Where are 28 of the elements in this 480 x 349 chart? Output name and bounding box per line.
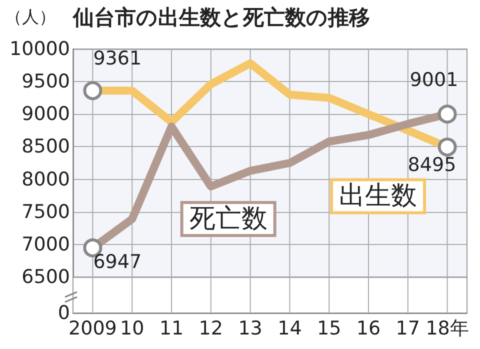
- x-tick-label: 14: [278, 318, 302, 340]
- y-tick-label: 7000: [22, 233, 70, 256]
- y-tick-label: 10000: [10, 38, 70, 60]
- y-tick-label: 8500: [22, 136, 70, 158]
- x-tick-label: 18年: [426, 318, 469, 340]
- data-label: 9361: [93, 48, 142, 70]
- x-tick-label: 10: [120, 318, 144, 340]
- data-label: 8495: [408, 154, 456, 176]
- y-axis-title: （人）: [5, 8, 56, 28]
- x-tick-label: 17: [396, 318, 420, 340]
- y-tick-label: 6500: [22, 266, 70, 288]
- data-label: 6947: [93, 250, 142, 273]
- x-tick-label: 13: [238, 318, 262, 340]
- x-tick-label: 2009: [68, 318, 117, 340]
- series-label: 死亡数: [189, 204, 268, 234]
- x-tick-label: 15: [317, 318, 342, 340]
- text: 0: [58, 302, 70, 324]
- y-tick-label: 8000: [22, 168, 70, 190]
- x-tick-label: 11: [159, 318, 184, 340]
- point: [438, 104, 457, 124]
- y-tick-label: 7500: [22, 200, 70, 223]
- y-tick-label: 9500: [22, 70, 70, 93]
- y-tick-label: 9000: [22, 103, 70, 126]
- x-tick-label: 12: [198, 318, 223, 340]
- x-tick-label: 16: [356, 318, 381, 340]
- chart-title: 仙台市の出生数と死亡数の推移: [72, 6, 370, 30]
- data-label: 9001: [410, 69, 458, 92]
- series-label: 出生数: [339, 181, 418, 212]
